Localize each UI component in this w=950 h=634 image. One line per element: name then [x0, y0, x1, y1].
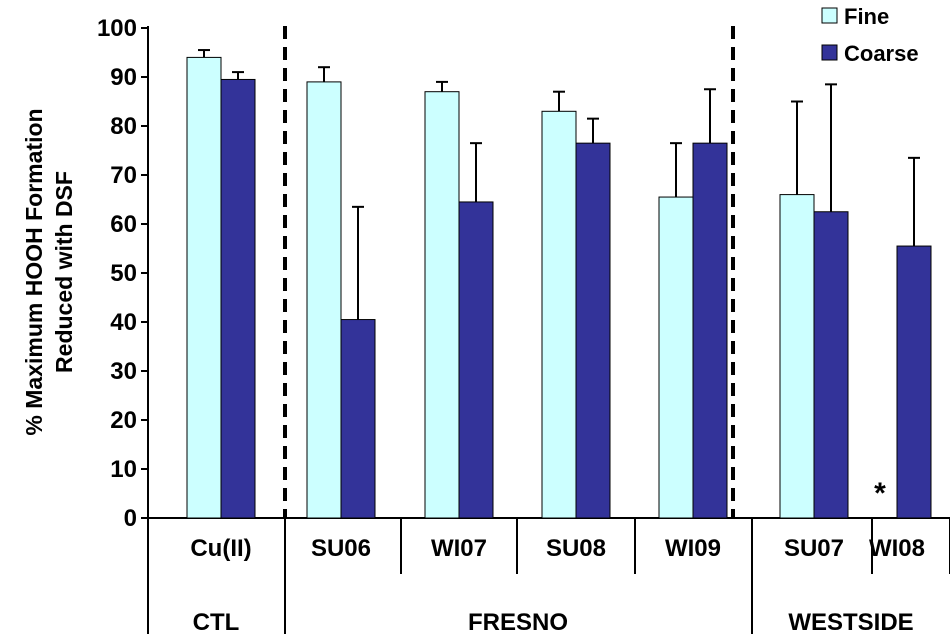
group-label: WESTSIDE — [788, 609, 913, 634]
y-ticks: 0 10 20 30 40 50 60 70 80 90 100 — [97, 15, 148, 532]
bar-fine-su07 — [779, 194, 815, 519]
bar-coarse-su08 — [575, 142, 611, 519]
category-label: WI07 — [431, 535, 487, 562]
bar-coarse-wi08 — [896, 245, 932, 519]
y-tick-label: 100 — [97, 15, 137, 42]
bar-fine-cuii — [186, 56, 222, 519]
category-label: SU06 — [311, 535, 371, 562]
y-tick-label: 20 — [110, 407, 137, 434]
y-tick-label: 50 — [110, 260, 137, 287]
bars — [186, 56, 932, 519]
y-tick-label: 40 — [110, 309, 137, 336]
legend-swatch-fine — [821, 7, 838, 24]
y-tick-label: 30 — [110, 358, 137, 385]
group-label: FRESNO — [468, 609, 568, 634]
bar-fine-su06 — [306, 81, 342, 519]
bar-coarse-su07 — [813, 211, 849, 519]
y-tick-label: 70 — [110, 162, 137, 189]
y-tick-label: 0 — [124, 505, 137, 532]
category-labels: Cu(II) SU06 WI07 SU08 WI09 SU07 WI08 — [190, 535, 925, 562]
bar-coarse-su06 — [340, 319, 376, 519]
y-axis-label-line-2: Reduced with DSF — [51, 171, 77, 373]
category-label: WI08 — [869, 535, 925, 562]
bar-coarse-wi07 — [458, 201, 494, 519]
bar-coarse-cuii — [220, 78, 256, 519]
error-bars — [198, 49, 920, 320]
bar-fine-wi07 — [424, 91, 460, 519]
y-axis-label: % Maximum HOOH Formation Reduced with DS… — [21, 108, 77, 435]
y-tick-label: 80 — [110, 113, 137, 140]
annotation-asterisk: * — [874, 477, 886, 510]
y-tick-label: 60 — [110, 211, 137, 238]
y-tick-label: 10 — [110, 456, 137, 483]
bar-coarse-wi09 — [692, 142, 728, 519]
category-label: Cu(II) — [190, 535, 251, 562]
bar-fine-wi09 — [658, 196, 694, 519]
group-dividers — [283, 26, 735, 518]
legend: Fine Coarse — [821, 4, 919, 66]
legend-label-coarse: Coarse — [844, 41, 919, 66]
bar-fine-su08 — [541, 110, 577, 519]
category-label: WI09 — [665, 535, 721, 562]
legend-swatch-coarse — [821, 44, 838, 61]
group-labels: CTL FRESNO WESTSIDE — [193, 609, 914, 634]
legend-label-fine: Fine — [844, 4, 889, 29]
group-label: CTL — [193, 609, 240, 634]
y-tick-label: 90 — [110, 64, 137, 91]
y-axis-label-line-1: % Maximum HOOH Formation — [21, 108, 47, 435]
category-label: SU08 — [546, 535, 606, 562]
category-label: SU07 — [784, 535, 844, 562]
